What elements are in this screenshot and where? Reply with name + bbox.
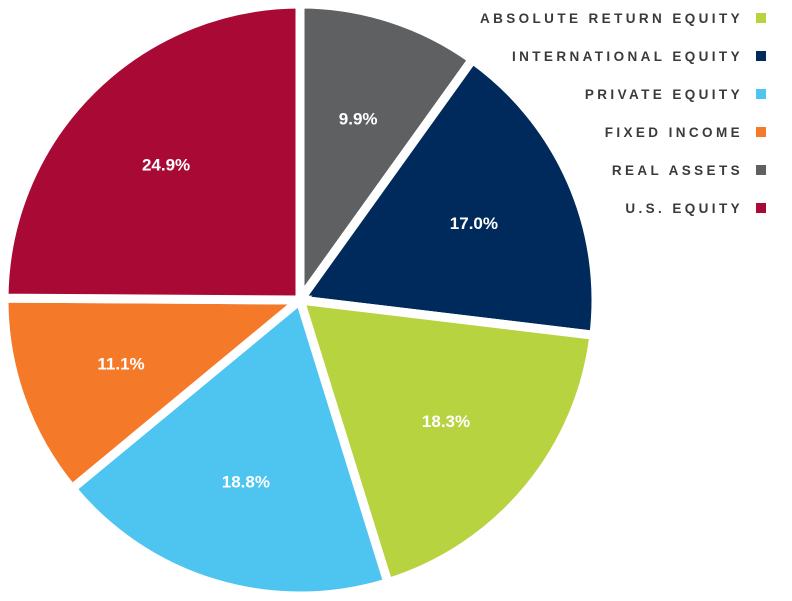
pie-slice-absolute-return-equity — [293, 294, 599, 589]
data-label-international-equity: 17.0% — [450, 214, 498, 233]
pie-slice-fixed-income — [0, 293, 313, 496]
legend-swatch — [756, 127, 766, 137]
legend-item-fixed-income: FIXED INCOME — [480, 113, 766, 151]
data-label-real-assets: 9.9% — [339, 110, 378, 129]
pie-slice-real-assets — [295, 0, 479, 314]
data-label-u-s-equity: 24.9% — [142, 156, 190, 175]
legend-swatch — [756, 203, 766, 213]
legend-item-us-equity: U.S. EQUITY — [480, 189, 766, 227]
pie-labels: 9.9% 17.0% 18.3% 18.8% 11.1% 24.9% — [97, 110, 498, 492]
legend-label: ABSOLUTE RETURN EQUITY — [479, 10, 743, 26]
legend-label: FIXED INCOME — [604, 124, 743, 140]
legend-label: INTERNATIONAL EQUITY — [511, 48, 743, 64]
legend-label: U.S. EQUITY — [625, 200, 743, 216]
pie-slice-international-equity — [291, 53, 601, 341]
legend-item-international-equity: INTERNATIONAL EQUITY — [480, 37, 766, 75]
data-label-private-equity: 18.8% — [222, 473, 270, 492]
pie-slices — [0, 0, 601, 601]
legend-swatch — [756, 165, 766, 175]
legend-label: PRIVATE EQUITY — [584, 86, 743, 102]
legend-swatch — [756, 13, 766, 23]
legend-swatch — [756, 89, 766, 99]
legend-label: REAL ASSETS — [611, 162, 743, 178]
pie-slice-private-equity — [65, 292, 394, 601]
data-label-fixed-income: 11.1% — [97, 354, 144, 373]
legend-item-real-assets: REAL ASSETS — [480, 151, 766, 189]
legend-item-absolute-return-equity: ABSOLUTE RETURN EQUITY — [480, 0, 766, 37]
data-label-absolute-return-equity: 18.3% — [422, 412, 470, 431]
chart-legend: ABSOLUTE RETURN EQUITY INTERNATIONAL EQU… — [480, 0, 766, 227]
pie-slice-u-s-equity — [0, 0, 305, 305]
legend-item-private-equity: PRIVATE EQUITY — [480, 75, 766, 113]
legend-swatch — [756, 51, 766, 61]
